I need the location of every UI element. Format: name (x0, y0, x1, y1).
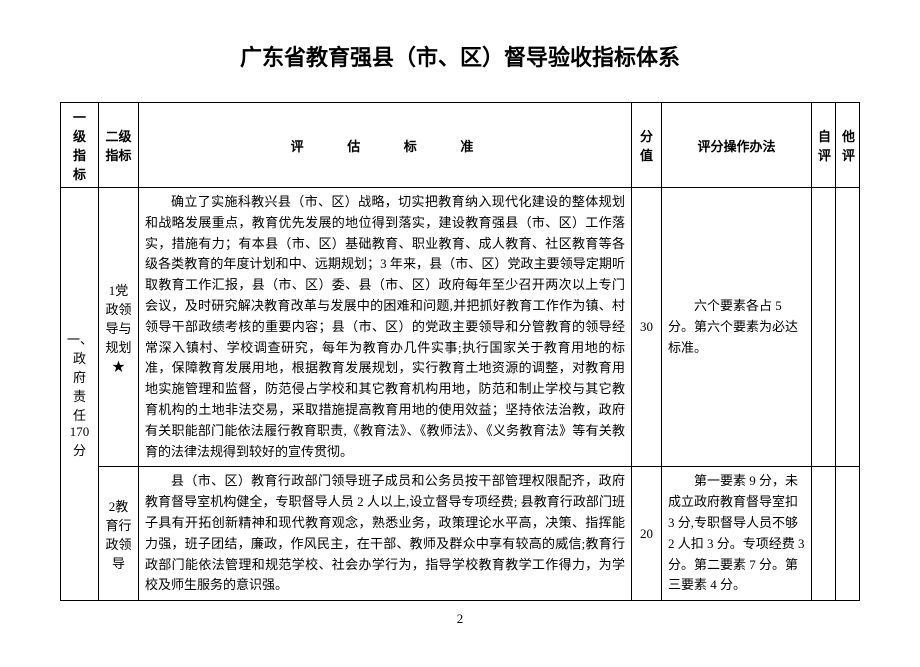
level2-label-2: 2教育行政领导 (105, 496, 132, 572)
criteria-cell-1: 确立了实施科教兴县（市、区）战略，切实把教育纳入现代化建设的整体规划和战略发展重… (139, 188, 632, 467)
method-cell-2: 第一要素 9 分，未成立政府教育督导室扣 3 分,专职督导人员不够 2 人扣 3… (662, 467, 812, 601)
score-cell-2: 20 (632, 467, 662, 601)
level1-label: 一、政府责任170分 (67, 329, 92, 459)
header-level2: 二级指标 (99, 103, 139, 188)
table-row: 2教育行政领导 县（市、区）教育行政部门领导班子成员和公务员按干部管理权限配齐，… (61, 467, 860, 601)
page-number: 2 (60, 611, 860, 627)
self-cell-1 (812, 188, 836, 467)
other-cell-1 (836, 188, 860, 467)
method-cell-1: 六个要素各占 5 分。第六个要素为必达标准。 (662, 188, 812, 467)
page-title: 广东省教育强县（市、区）督导验收指标体系 (60, 40, 860, 72)
level2-label-1: 1党政领导与规划★ (105, 280, 132, 375)
level2-cell-2: 2教育行政领导 (99, 467, 139, 601)
criteria-cell-2: 县（市、区）教育行政部门领导班子成员和公务员按干部管理权限配齐，政府教育督导室机… (139, 467, 632, 601)
level1-cell: 一、政府责任170分 (61, 188, 99, 601)
header-other: 他评 (836, 103, 860, 188)
table-header-row: 一级指标 二级指标 评 估 标 准 分值 评分操作办法 自评 他评 (61, 103, 860, 188)
self-cell-2 (812, 467, 836, 601)
header-level1: 一级指标 (61, 103, 99, 188)
level2-cell-1: 1党政领导与规划★ (99, 188, 139, 467)
header-score: 分值 (632, 103, 662, 188)
header-self: 自评 (812, 103, 836, 188)
other-cell-2 (836, 467, 860, 601)
table-row: 一、政府责任170分 1党政领导与规划★ 确立了实施科教兴县（市、区）战略，切实… (61, 188, 860, 467)
header-criteria: 评 估 标 准 (139, 103, 632, 188)
indicator-table: 一级指标 二级指标 评 估 标 准 分值 评分操作办法 自评 他评 一、政府责任… (60, 102, 860, 601)
score-cell-1: 30 (632, 188, 662, 467)
header-method: 评分操作办法 (662, 103, 812, 188)
